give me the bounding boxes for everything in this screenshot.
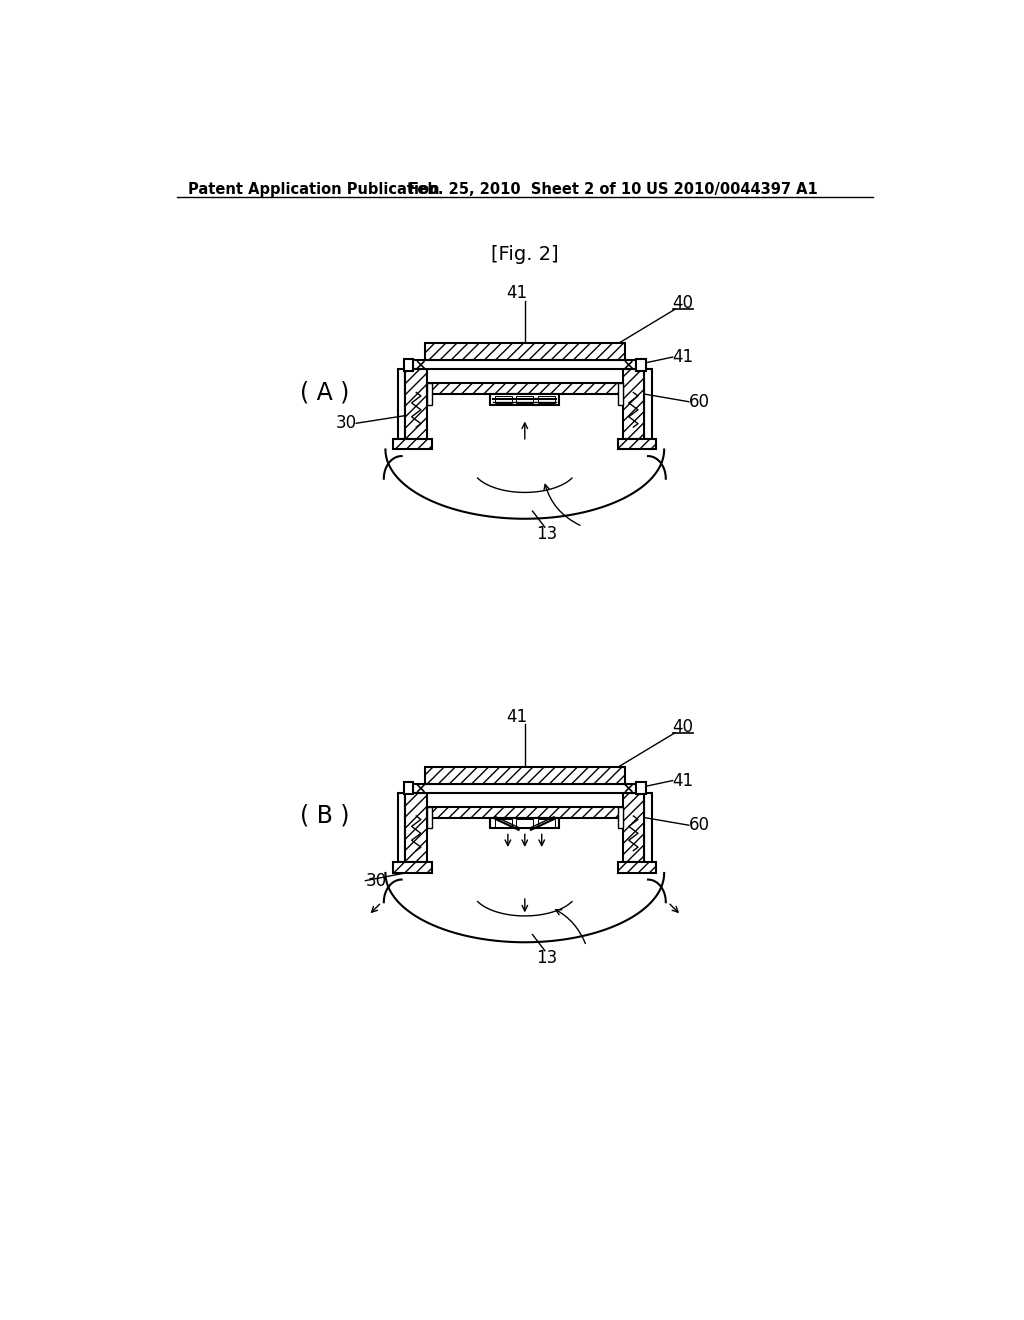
Bar [516, 818, 534, 826]
Text: 13: 13 [536, 525, 557, 543]
Bar [406, 370, 427, 438]
Bar [495, 396, 512, 404]
Bar [495, 818, 512, 826]
Bar [490, 395, 559, 405]
Text: US 2010/0044397 A1: US 2010/0044397 A1 [646, 182, 818, 197]
Text: 41: 41 [672, 772, 693, 789]
Text: 30: 30 [366, 871, 386, 890]
Bar [617, 862, 656, 873]
Text: 60: 60 [689, 816, 710, 834]
Bar [397, 370, 406, 438]
Text: 13: 13 [536, 949, 557, 966]
Bar [617, 438, 656, 449]
Bar [617, 383, 623, 405]
Text: 41: 41 [672, 348, 693, 366]
Text: [Fig. 2]: [Fig. 2] [490, 246, 559, 264]
Bar [637, 781, 646, 795]
Bar [413, 360, 637, 370]
Bar [393, 438, 432, 449]
Bar [425, 343, 625, 360]
Bar [403, 781, 413, 795]
Bar [623, 793, 644, 862]
Bar [427, 807, 623, 817]
Bar [393, 862, 432, 873]
Text: 60: 60 [689, 393, 710, 411]
Bar [538, 396, 555, 404]
Bar [623, 370, 644, 438]
Bar [397, 793, 406, 862]
Bar [403, 359, 413, 371]
Bar [644, 793, 652, 862]
Bar [644, 370, 652, 438]
Bar [490, 817, 559, 829]
Bar [406, 793, 427, 862]
Text: Feb. 25, 2010  Sheet 2 of 10: Feb. 25, 2010 Sheet 2 of 10 [408, 182, 641, 197]
Bar [637, 359, 646, 371]
Text: 41: 41 [507, 284, 527, 302]
Text: 40: 40 [672, 294, 693, 312]
Text: 40: 40 [672, 718, 693, 735]
Bar [427, 383, 623, 395]
Text: ( B ): ( B ) [300, 804, 349, 828]
Text: ( A ): ( A ) [300, 380, 349, 404]
Bar [425, 767, 625, 784]
Bar [427, 383, 432, 405]
Text: Patent Application Publication: Patent Application Publication [188, 182, 440, 197]
Text: 41: 41 [507, 708, 527, 726]
Bar [617, 807, 623, 829]
Bar [413, 784, 637, 793]
Bar [516, 396, 534, 404]
Bar [427, 807, 432, 829]
Text: 30: 30 [336, 414, 356, 432]
Bar [538, 818, 555, 826]
